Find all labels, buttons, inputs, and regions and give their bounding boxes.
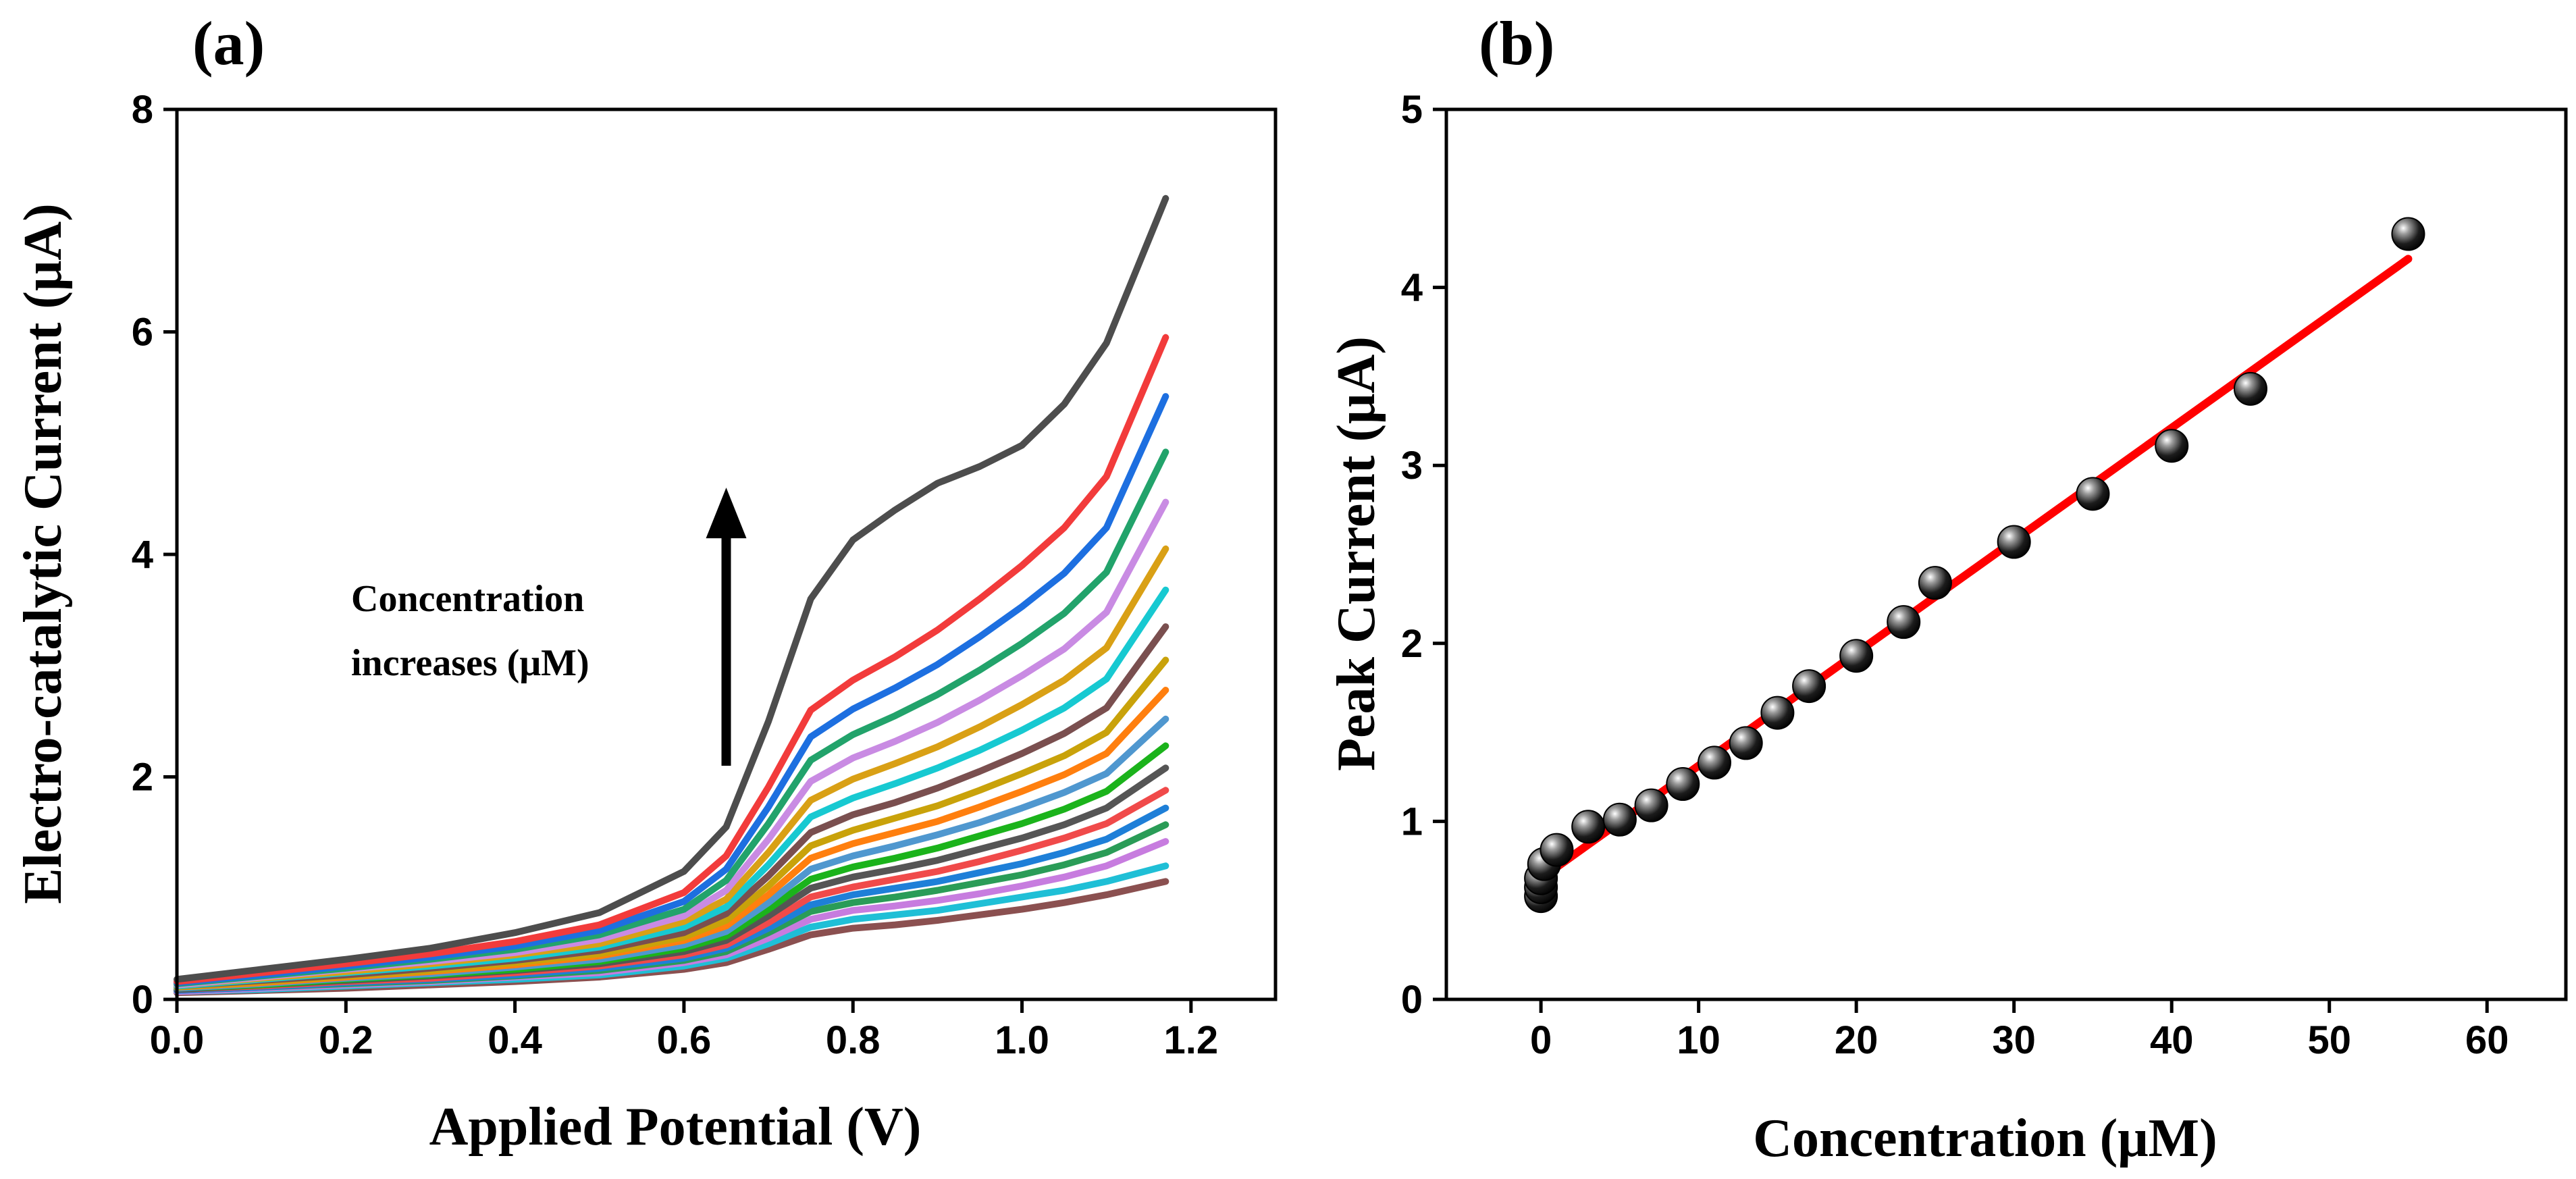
concentration-arrow [706,488,747,766]
data-point [1634,788,1668,822]
data-point [1839,639,1874,673]
data-point [1887,605,1921,639]
y-tick-label: 6 [132,311,153,355]
panel-b-y-axis-title: Peak Current (μA) [1327,336,1386,771]
x-tick-label: 20 [1835,1018,1878,1062]
x-tick-label: 0 [1530,1018,1552,1062]
data-point [2076,477,2110,511]
data-point [2233,371,2267,406]
panel-a-ticks: 0.0 0.2 0.4 0.6 0.8 1.0 1.2 0 2 4 6 8 [132,88,1218,1062]
data-point [1997,525,2031,559]
data-point [2391,217,2425,251]
panel-a: (a) 0.0 0.2 0.4 0.6 0.8 1.0 1.2 0 2 4 6 8 Concentra… [14,9,1278,1157]
panel-b-x-axis-title: Concentration (μM) [1753,1109,2217,1168]
arrow-head [706,488,747,539]
x-tick-label: 50 [2307,1018,2351,1062]
y-tick-label: 3 [1401,444,1423,488]
data-point [1792,669,1826,704]
data-point [1602,802,1637,837]
panel-b: (b) 0 10 20 30 40 50 60 0 1 2 3 4 5 Concentration (μ… [1327,9,2568,1168]
panel-a-y-axis-title: Electro-catalytic Current (μA) [14,203,73,904]
panel-b-plot-frame [1444,107,2568,1001]
y-tick-label: 5 [1401,88,1423,132]
x-tick-label: 0.6 [657,1018,712,1062]
x-tick-label: 1.2 [1164,1018,1219,1062]
data-point [1760,696,1795,730]
series-line-c18 [174,334,1169,985]
x-tick-label: 60 [2465,1018,2509,1062]
data-point [1666,767,1700,802]
x-tick-label: 0.0 [150,1018,205,1062]
x-tick-label: 1.0 [995,1018,1049,1062]
x-tick-label: 0.4 [488,1018,542,1062]
data-point [1697,745,1731,780]
y-tick-label: 4 [1401,266,1423,310]
panel-a-label: (a) [192,9,265,78]
panel-b-label: (b) [1479,9,1554,78]
annotation-line-2: increases (μM) [351,642,589,684]
y-tick-label: 2 [1401,622,1423,666]
y-tick-label: 0 [1401,978,1423,1022]
data-point [1918,566,1952,600]
data-point [1571,810,1606,844]
panel-b-ticks: 0 10 20 30 40 50 60 0 1 2 3 4 5 [1401,88,2509,1062]
y-tick-label: 2 [132,756,153,800]
y-tick-label: 8 [132,88,153,132]
y-tick-label: 0 [132,978,153,1022]
x-tick-label: 40 [2150,1018,2194,1062]
data-point [1540,833,1574,867]
panel-a-series-group [174,194,1169,997]
panel-a-x-axis-title: Applied Potential (V) [429,1097,922,1157]
series-line-c19 [174,194,1169,983]
annotation-line-1: Concentration [351,578,584,620]
data-point [2155,429,2189,463]
y-tick-label: 1 [1401,800,1423,843]
data-point [1729,726,1763,760]
x-tick-label: 0.8 [826,1018,880,1062]
panel-b-points-group [1524,217,2425,914]
y-tick-label: 4 [132,533,153,577]
x-tick-label: 30 [1992,1018,2036,1062]
x-tick-label: 0.2 [319,1018,373,1062]
x-tick-label: 10 [1677,1018,1720,1062]
